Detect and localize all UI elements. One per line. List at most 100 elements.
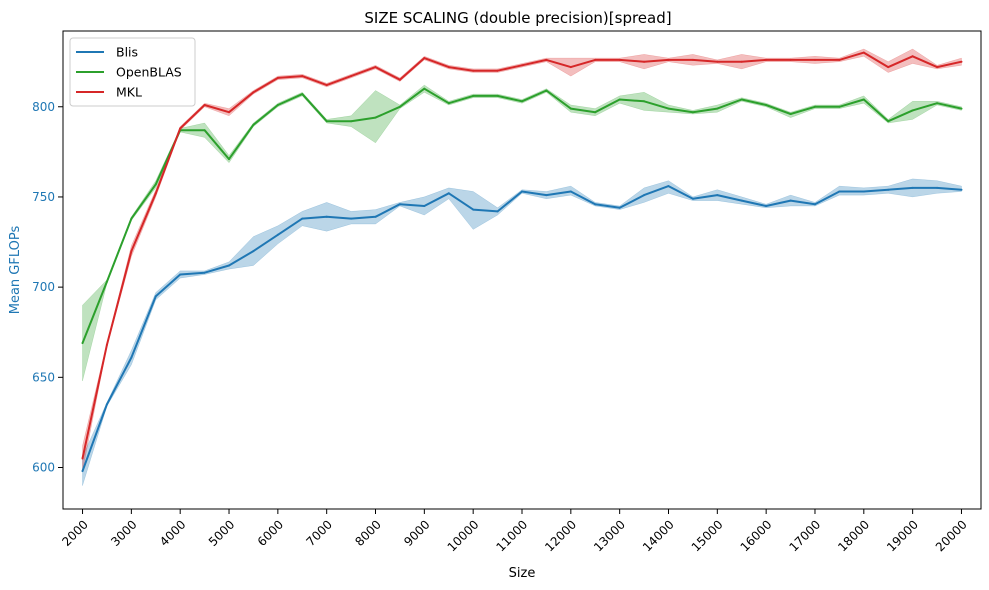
data-point-mkl: [374, 66, 377, 69]
legend-label: MKL: [116, 85, 142, 100]
data-point-mkl: [423, 57, 426, 60]
data-point-blis: [740, 199, 743, 202]
data-point-mkl: [228, 111, 230, 114]
legend: Blis OpenBLAS MKL: [69, 37, 196, 107]
y-axis: 600 650 700 750 800: [32, 100, 63, 475]
data-point-mkl: [814, 58, 816, 61]
data-point-blis: [618, 206, 621, 209]
y-axis-label: Mean GFLOPs: [8, 226, 23, 315]
data-point-openblas: [838, 105, 841, 108]
data-point-openblas: [667, 107, 670, 110]
legend-frame: [69, 37, 196, 107]
legend-label: Blis: [116, 45, 138, 60]
data-point-mkl: [862, 51, 865, 54]
data-point-openblas: [130, 217, 133, 220]
data-point-openblas: [228, 158, 230, 161]
data-point-openblas: [325, 120, 328, 123]
data-point-mkl: [301, 75, 304, 78]
data-point-openblas: [81, 342, 84, 345]
data-point-blis: [154, 295, 157, 298]
data-point-blis: [643, 194, 646, 197]
spread-band-mkl: [82, 48, 962, 472]
data-point-mkl: [325, 84, 328, 87]
data-point-openblas: [398, 105, 401, 108]
data-point-blis: [691, 197, 694, 200]
data-point-blis: [814, 203, 816, 206]
data-point-mkl: [643, 60, 646, 63]
data-point-mkl: [276, 76, 279, 79]
y-tick-label: 650: [32, 370, 55, 384]
data-point-mkl: [179, 127, 182, 130]
data-point-openblas: [545, 89, 548, 92]
data-point-blis: [105, 403, 108, 406]
data-point-blis: [716, 194, 719, 197]
spread-band-openblas: [82, 84, 962, 381]
data-point-openblas: [105, 280, 108, 283]
data-point-blis: [594, 203, 597, 206]
data-point-mkl: [545, 58, 548, 61]
data-point-mkl: [252, 91, 255, 94]
data-point-mkl: [105, 343, 108, 346]
data-point-blis: [325, 215, 328, 218]
y-tick-label: 800: [32, 100, 55, 114]
data-point-blis: [545, 194, 548, 197]
data-point-blis: [960, 188, 963, 191]
data-point-mkl: [936, 66, 939, 69]
data-point-blis: [130, 356, 133, 359]
data-point-blis: [252, 250, 255, 253]
data-point-blis: [936, 186, 939, 189]
data-point-blis: [789, 199, 792, 202]
chart-title: SIZE SCALING (double precision)[spread]: [364, 9, 671, 27]
data-point-mkl: [838, 58, 841, 61]
data-point-blis: [301, 217, 304, 220]
spread-band-blis: [82, 178, 962, 486]
data-point-blis: [81, 470, 84, 473]
data-point-openblas: [496, 94, 499, 97]
data-point-blis: [569, 190, 572, 193]
data-point-openblas: [643, 100, 646, 103]
data-point-blis: [179, 273, 182, 276]
data-point-mkl: [618, 58, 621, 61]
data-point-openblas: [716, 107, 719, 110]
data-point-mkl: [496, 69, 499, 72]
data-point-mkl: [569, 66, 572, 69]
data-point-openblas: [350, 120, 353, 123]
data-point-mkl: [447, 66, 450, 69]
y-tick-label: 600: [32, 461, 55, 475]
data-point-blis: [374, 215, 377, 218]
data-point-mkl: [203, 104, 206, 106]
data-point-mkl: [765, 58, 768, 61]
data-point-openblas: [154, 183, 157, 186]
data-point-blis: [228, 264, 230, 267]
data-point-openblas: [423, 87, 426, 90]
data-point-blis: [276, 233, 279, 236]
data-point-openblas: [618, 98, 621, 101]
legend-label: OpenBLAS: [116, 65, 182, 80]
data-point-mkl: [911, 55, 914, 58]
data-point-mkl: [716, 60, 719, 63]
data-point-mkl: [789, 58, 792, 61]
data-point-mkl: [472, 69, 475, 72]
data-point-openblas: [887, 120, 890, 123]
data-point-mkl: [521, 64, 523, 67]
data-point-blis: [496, 210, 499, 213]
data-point-blis: [667, 185, 670, 188]
data-point-mkl: [667, 58, 670, 61]
x-axis-label: Size: [509, 566, 536, 581]
data-point-openblas: [814, 105, 816, 108]
data-point-mkl: [887, 66, 890, 69]
data-point-openblas: [691, 111, 694, 114]
data-point-mkl: [960, 60, 963, 63]
data-point-openblas: [447, 102, 450, 105]
data-point-blis: [350, 217, 353, 220]
data-point-blis: [521, 190, 523, 193]
data-point-blis: [203, 271, 206, 274]
data-point-openblas: [911, 109, 914, 112]
data-point-mkl: [350, 75, 353, 78]
data-point-openblas: [374, 116, 377, 119]
data-point-openblas: [472, 94, 475, 97]
data-point-openblas: [521, 100, 523, 103]
data-point-openblas: [765, 104, 768, 106]
series-lines: [81, 51, 963, 473]
